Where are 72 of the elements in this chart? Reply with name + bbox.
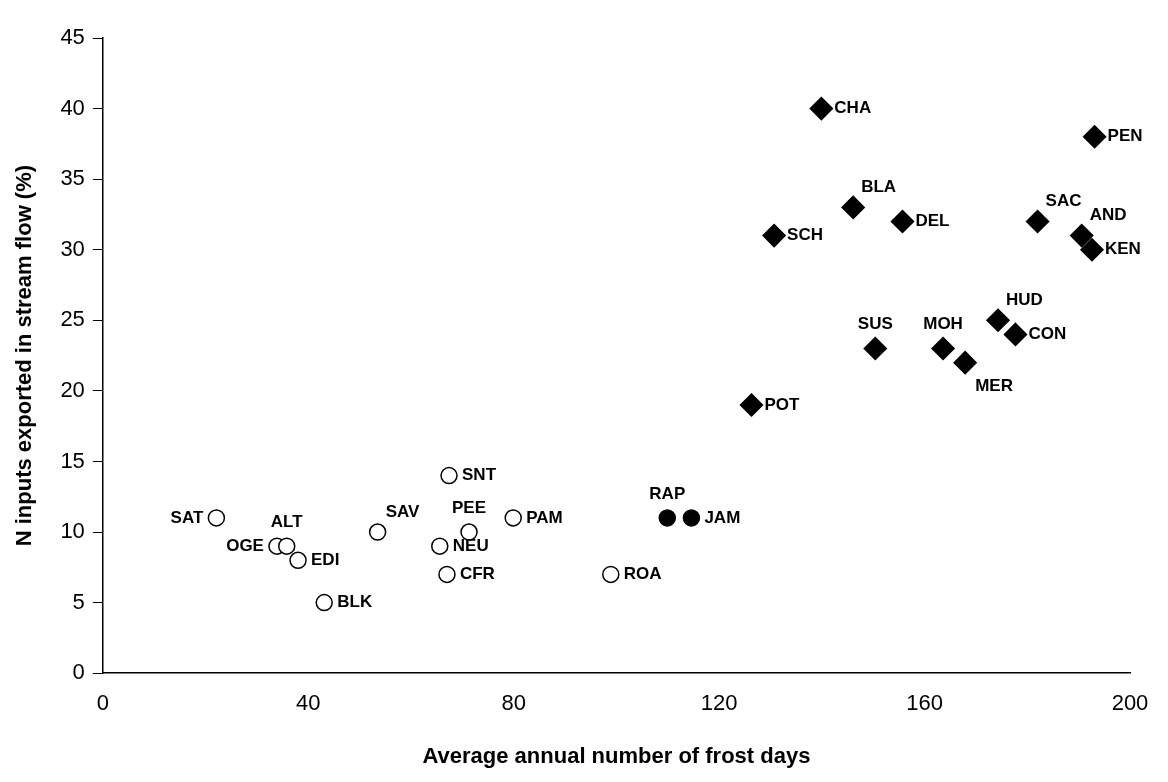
- annotation: BLA: [861, 177, 897, 197]
- point: [277, 537, 296, 555]
- point: [207, 509, 226, 527]
- point: [602, 565, 620, 584]
- annotation: PEN: [1107, 126, 1143, 146]
- y-tick-label: 10: [60, 518, 85, 544]
- annotation: MOH: [923, 314, 963, 334]
- point: [431, 537, 449, 555]
- x-axis-title: Average annual number of frost days: [422, 742, 811, 768]
- annotation: CON: [1028, 324, 1067, 344]
- annotation: HUD: [1006, 290, 1043, 309]
- x-tick-label: 0: [96, 690, 109, 716]
- point: [1069, 223, 1094, 248]
- annotation: CHA: [834, 98, 872, 118]
- point: [863, 336, 888, 361]
- annotation: KEN: [1105, 239, 1141, 259]
- annotation: JAM: [704, 507, 741, 527]
- point: [1025, 209, 1050, 234]
- point: [739, 393, 764, 417]
- point: [658, 509, 677, 527]
- point: [315, 593, 333, 612]
- annotation: ALT: [270, 511, 304, 531]
- annotation: EDI: [311, 549, 340, 569]
- x-tick-label: 40: [296, 690, 321, 716]
- y-tick-label: 35: [60, 165, 85, 191]
- annotation: PEE: [452, 497, 487, 517]
- point: [762, 223, 786, 248]
- point: [504, 509, 522, 527]
- y-tick-label: 20: [60, 376, 85, 402]
- annotation: MER: [975, 376, 1013, 396]
- point: [682, 509, 701, 527]
- annotation: SCH: [787, 225, 824, 245]
- y-tick-label: 0: [72, 659, 85, 685]
- annotation: SUS: [857, 314, 893, 334]
- x-tick-label: 120: [700, 690, 738, 716]
- point: [368, 523, 387, 541]
- point: [986, 308, 1010, 333]
- y-tick-label: 25: [60, 306, 85, 332]
- y-tick-label: 5: [72, 588, 85, 614]
- annotation: POT: [764, 394, 801, 414]
- annotation: SAC: [1045, 191, 1082, 211]
- x-tick-label: 200: [1111, 690, 1149, 716]
- annotation: SAV: [385, 501, 420, 521]
- annotation: RAP: [649, 483, 686, 503]
- annotation: CFR: [459, 564, 495, 584]
- annotation: ROA: [623, 564, 662, 584]
- point: [1080, 237, 1104, 262]
- annotation: OGE: [226, 535, 264, 555]
- y-tick-label: 45: [60, 24, 85, 50]
- y-tick-label: 40: [60, 94, 85, 120]
- point: [1082, 125, 1107, 149]
- point: [438, 565, 456, 584]
- point: [953, 350, 977, 375]
- y-tick-label: 15: [60, 447, 85, 473]
- annotation: AND: [1089, 205, 1127, 225]
- point: [931, 336, 955, 361]
- annotation: NEU: [452, 535, 489, 555]
- point: [809, 96, 834, 121]
- annotation: SAT: [170, 507, 204, 527]
- annotation: DEL: [915, 211, 950, 231]
- annotation: BLK: [337, 592, 373, 612]
- y-tick-label: 30: [60, 235, 85, 261]
- point: [289, 551, 307, 570]
- x-tick-label: 160: [906, 690, 943, 716]
- y-axis-title: N inputs exported in stream flow (%): [11, 164, 37, 547]
- x-tick-label: 80: [501, 690, 526, 716]
- annotation: SNT: [462, 465, 497, 485]
- point: [1003, 322, 1028, 347]
- point: [890, 209, 915, 234]
- point: [841, 195, 865, 220]
- annotation: PAM: [526, 507, 563, 527]
- point: [440, 466, 458, 485]
